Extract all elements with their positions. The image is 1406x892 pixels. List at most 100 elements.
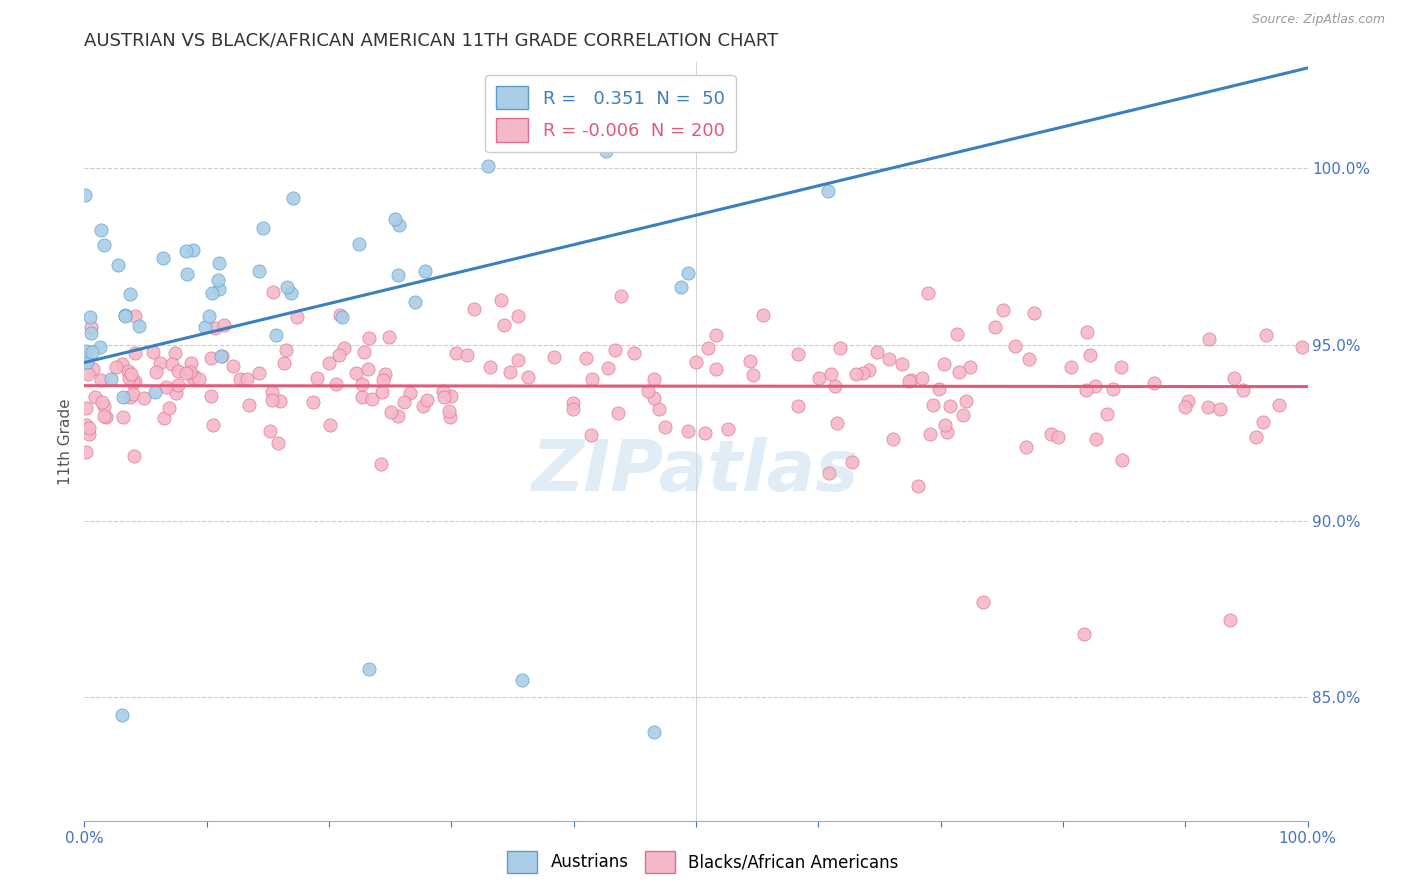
Point <box>274 343 297 358</box>
Point <box>882 432 904 446</box>
Point <box>820 367 842 381</box>
Point <box>209 349 232 363</box>
Point <box>344 366 367 380</box>
Point <box>118 371 141 385</box>
Point <box>111 707 134 722</box>
Point <box>84 391 107 405</box>
Point <box>122 376 145 391</box>
Point <box>111 357 134 371</box>
Point <box>562 402 585 417</box>
Point <box>918 427 941 442</box>
Point <box>717 421 740 435</box>
Point <box>373 373 395 387</box>
Point <box>347 236 370 251</box>
Point <box>124 449 146 463</box>
Point <box>1084 379 1107 393</box>
Point <box>329 309 352 323</box>
Point <box>1232 383 1254 397</box>
Point <box>194 320 217 334</box>
Point <box>96 409 118 424</box>
Point <box>120 390 142 404</box>
Point <box>741 368 763 382</box>
Y-axis label: 11th Grade: 11th Grade <box>58 398 73 485</box>
Point <box>77 426 100 441</box>
Point <box>114 309 136 323</box>
Point <box>752 308 775 322</box>
Point <box>285 310 308 324</box>
Point <box>1015 440 1038 454</box>
Point <box>124 374 146 388</box>
Point <box>1254 327 1277 342</box>
Point <box>685 355 707 369</box>
Point <box>1219 613 1241 627</box>
Point <box>104 359 127 374</box>
Point <box>76 368 98 382</box>
Point <box>786 399 808 413</box>
Text: AUSTRIAN VS BLACK/AFRICAN AMERICAN 11TH GRADE CORRELATION CHART: AUSTRIAN VS BLACK/AFRICAN AMERICAN 11TH … <box>84 32 779 50</box>
Point <box>117 364 139 378</box>
Point <box>266 327 288 342</box>
Point <box>229 372 252 386</box>
Point <box>1197 400 1219 414</box>
Point <box>80 344 103 359</box>
Point <box>318 356 340 370</box>
Point <box>1209 402 1232 417</box>
Point <box>163 346 186 360</box>
Point <box>350 377 373 392</box>
Point <box>124 345 146 359</box>
Point <box>416 393 439 408</box>
Point <box>972 595 994 609</box>
Point <box>1018 351 1040 366</box>
Point <box>118 287 141 301</box>
Point <box>399 385 422 400</box>
Point <box>374 367 396 381</box>
Point <box>1073 626 1095 640</box>
Point <box>236 372 259 386</box>
Point <box>494 318 516 333</box>
Point <box>439 403 461 417</box>
Point <box>1080 348 1102 362</box>
Point <box>877 351 900 366</box>
Point <box>387 218 409 232</box>
Point <box>581 372 603 386</box>
Point <box>786 347 808 361</box>
Point <box>1244 430 1267 444</box>
Point <box>262 392 284 407</box>
Point <box>477 159 499 173</box>
Point <box>200 389 222 403</box>
Point <box>90 394 112 409</box>
Point <box>273 356 295 370</box>
Point <box>1084 433 1107 447</box>
Point <box>1174 400 1197 414</box>
Point <box>179 365 201 379</box>
Point <box>808 371 831 385</box>
Point <box>1177 393 1199 408</box>
Point <box>174 367 197 381</box>
Point <box>1097 407 1119 421</box>
Point <box>432 384 454 398</box>
Point <box>281 191 304 205</box>
Point <box>693 426 716 441</box>
Point <box>1111 453 1133 467</box>
Point <box>157 401 180 416</box>
Point <box>648 401 671 416</box>
Point <box>595 144 617 158</box>
Point <box>359 662 381 676</box>
Point <box>145 385 167 400</box>
Point <box>825 416 848 430</box>
Point <box>934 358 956 372</box>
Point <box>387 409 409 424</box>
Point <box>607 406 630 420</box>
Point <box>676 424 699 438</box>
Point <box>122 387 145 401</box>
Point <box>704 361 727 376</box>
Point <box>643 372 665 386</box>
Point <box>263 285 285 299</box>
Point <box>302 395 325 409</box>
Point <box>440 388 463 402</box>
Point <box>361 392 384 406</box>
Point <box>202 417 225 432</box>
Point <box>76 351 98 366</box>
Point <box>508 352 530 367</box>
Point <box>183 369 205 384</box>
